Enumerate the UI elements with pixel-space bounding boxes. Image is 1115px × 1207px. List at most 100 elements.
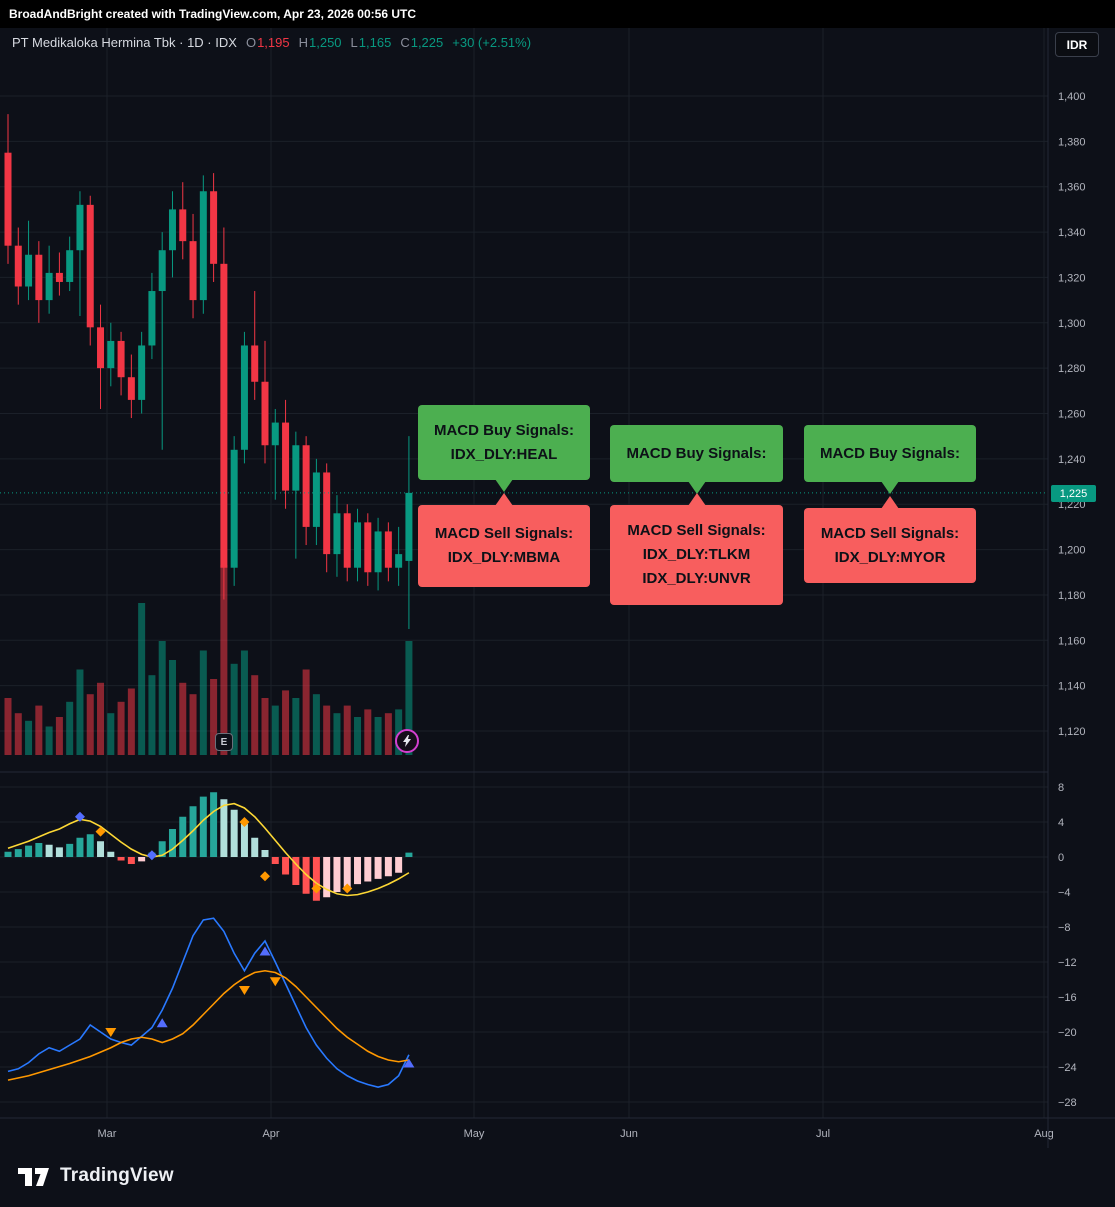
macd-histogram-bar — [35, 843, 43, 857]
candle-body — [25, 254, 33, 287]
volume-bar — [354, 717, 362, 755]
change-value: +30 (+2.51%) — [452, 35, 532, 50]
candle-body — [312, 472, 320, 527]
macd-buy-callout-3[interactable]: MACD Buy Signals: — [804, 425, 976, 494]
macd-histogram-bar — [292, 857, 300, 885]
candle-body — [292, 445, 300, 491]
symbol-title[interactable]: PT Medikaloka Hermina Tbk · 1D · IDX — [12, 35, 237, 50]
macd-histogram-bar — [25, 845, 33, 857]
time-axis-label: May — [464, 1128, 485, 1140]
macd-buy-callout-1[interactable]: MACD Buy Signals: IDX_DLY:HEAL — [418, 405, 590, 492]
macd-histogram-bar — [158, 841, 166, 857]
volume-bar — [261, 698, 269, 755]
buy-callout-symbol: IDX_DLY:HEAL — [450, 445, 558, 463]
volume-bar — [107, 713, 115, 755]
indicator-axis-label: −28 — [1058, 1097, 1077, 1109]
macd-histogram-bar — [45, 844, 53, 857]
macd-buy-diamond-marker — [146, 850, 157, 861]
time-axis-label: Jun — [620, 1128, 638, 1140]
price-axis-label: 1,120 — [1058, 726, 1086, 738]
indicator-axis-label: −4 — [1058, 887, 1071, 899]
price-axis-label: 1,180 — [1058, 590, 1086, 602]
macd-histogram-bar — [76, 837, 84, 857]
macd-sell-callout-2[interactable]: MACD Sell Signals: IDX_DLY:TLKM IDX_DLY:… — [610, 493, 783, 605]
macd-histogram-bar — [220, 799, 228, 857]
macd-histogram-bar — [343, 857, 351, 888]
volume-bar — [405, 641, 413, 755]
price-axis-label: 1,320 — [1058, 272, 1086, 284]
volume-bar — [97, 682, 105, 755]
symbol-legend[interactable]: PT Medikaloka Hermina Tbk · 1D · IDX O 1,… — [12, 35, 531, 50]
candle-body — [117, 340, 125, 378]
lightning-icon — [403, 735, 411, 747]
macd-buy-callout-2[interactable]: MACD Buy Signals: — [610, 425, 783, 494]
volume-bar — [55, 717, 63, 755]
candle-body — [230, 449, 238, 568]
attribution-bar: BroadAndBright created with TradingView.… — [0, 0, 1115, 28]
oscillator-orange-line — [7, 969, 410, 1081]
callout-pointer-down — [495, 479, 513, 492]
callout-pointer-up — [881, 496, 899, 509]
sell-callout-symbol: IDX_DLY:MBMA — [447, 549, 561, 566]
event-marker[interactable] — [395, 729, 419, 753]
high-label: H — [298, 35, 308, 50]
volume-bar — [25, 720, 33, 755]
macd-histogram-bar — [55, 847, 63, 857]
macd-histogram-bar — [323, 857, 331, 898]
volume-bar — [230, 663, 238, 755]
macd-sell-callout-1[interactable]: MACD Sell Signals: IDX_DLY:MBMA — [418, 493, 590, 587]
macd-histogram-bar — [354, 857, 362, 885]
candle-body — [333, 513, 341, 555]
currency-toggle-button[interactable]: IDR — [1055, 32, 1099, 57]
macd-histogram-bar — [230, 809, 238, 857]
tradingview-brand[interactable]: TradingView — [60, 1165, 174, 1186]
sell-callout-title: MACD Sell Signals: — [627, 522, 766, 539]
macd-sell-callout-3[interactable]: MACD Sell Signals: IDX_DLY:MYOR — [804, 496, 976, 583]
volume-bar — [148, 675, 156, 755]
candle-body — [354, 522, 362, 568]
tradingview-logo-icon[interactable] — [16, 1162, 50, 1190]
volume-bar — [240, 650, 248, 755]
attribution-text: BroadAndBright created with TradingView.… — [9, 7, 416, 21]
price-axis-label: 1,280 — [1058, 363, 1086, 375]
callout-pointer-down — [687, 481, 706, 494]
macd-sell-diamond-marker — [260, 871, 270, 882]
volume-bar — [302, 669, 310, 755]
volume-bar — [282, 690, 290, 755]
candle-body — [282, 422, 290, 491]
volume-bar — [76, 669, 84, 755]
candle-body — [86, 204, 94, 328]
candle-body — [199, 191, 207, 301]
price-axis-label: 1,160 — [1058, 635, 1086, 647]
macd-histogram-bar — [4, 851, 12, 857]
last-price-label: 1,225 — [1051, 485, 1096, 502]
volume-bar — [271, 705, 279, 755]
volume-bar — [127, 688, 135, 755]
candle-body — [384, 531, 392, 568]
indicator-axis-label: −24 — [1058, 1062, 1077, 1074]
time-axis-label: Mar — [98, 1128, 117, 1140]
volume-bar — [168, 660, 176, 755]
price-axis-label: 1,220 — [1058, 499, 1086, 511]
macd-histogram-bar — [117, 857, 125, 861]
macd-histogram-bar — [168, 829, 176, 857]
low-value: 1,165 — [358, 35, 392, 50]
macd-histogram-bar — [240, 823, 248, 857]
volume-bar — [179, 682, 187, 755]
indicator-axis-label: 4 — [1058, 817, 1064, 829]
macd-histogram-bar — [333, 857, 341, 892]
macd-histogram-bar — [395, 857, 403, 873]
candle-body — [261, 381, 269, 446]
earnings-marker[interactable]: E — [215, 733, 233, 751]
indicator-axis-label: −12 — [1058, 957, 1077, 969]
candle-body — [364, 522, 372, 573]
indicator-axis-label: 8 — [1058, 782, 1064, 794]
candle-body — [158, 250, 166, 292]
volume-bar — [35, 705, 43, 755]
macd-histogram-bar — [179, 816, 187, 857]
footer: TradingView — [16, 1162, 174, 1190]
volume-bar — [158, 641, 166, 755]
sell-callout-symbol: IDX_DLY:UNVR — [642, 570, 751, 587]
price-axis-label: 1,380 — [1058, 136, 1086, 148]
